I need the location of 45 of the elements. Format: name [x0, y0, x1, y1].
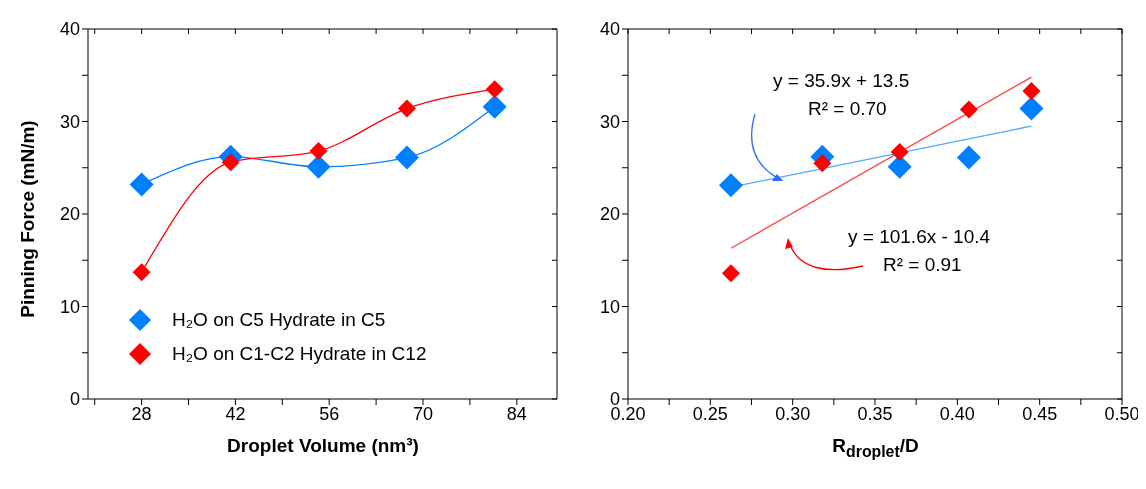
point — [1019, 96, 1044, 121]
x-tick-label: 56 — [319, 403, 340, 424]
x-tick-label: 28 — [131, 403, 152, 424]
point — [397, 99, 416, 118]
x-tick-label: 0.40 — [939, 403, 975, 424]
x-tick-label: 0.45 — [1022, 403, 1058, 424]
y-tick-label: 30 — [599, 111, 620, 132]
x-axis-title: Droplet Volume (nm³) — [226, 435, 420, 457]
point — [482, 94, 507, 119]
annotation: R² = 0.91 — [883, 254, 962, 276]
point — [718, 173, 743, 198]
point — [394, 145, 419, 170]
annotation: R² = 0.70 — [808, 98, 887, 120]
x-tick-label: 0.35 — [857, 403, 893, 424]
y-tick-label: 30 — [59, 111, 80, 132]
point — [1022, 81, 1041, 100]
point — [959, 100, 978, 119]
point — [132, 263, 151, 282]
y-tick-label: 0 — [69, 389, 80, 410]
point — [721, 264, 740, 283]
annotation: y = 101.6x - 10.4 — [848, 226, 991, 248]
y-axis-title: Pinning Force (mN/m) — [17, 119, 39, 320]
x-tick-label: 0.25 — [692, 403, 728, 424]
point — [485, 80, 504, 99]
y-tick-label: 40 — [59, 19, 80, 40]
point — [221, 153, 240, 172]
legend-label: H₂O on C1-C2 Hydrate in C12 — [172, 343, 427, 365]
y-tick-label: 20 — [599, 204, 620, 225]
y-tick-label: 10 — [599, 296, 620, 317]
legend-label: H₂O on C5 Hydrate in C5 — [172, 309, 386, 331]
x-tick-label: 84 — [506, 403, 527, 424]
y-tick-label: 40 — [599, 19, 620, 40]
x-tick-label: 70 — [412, 403, 434, 424]
x-axis-title: R$_{droplet}$/D — [831, 435, 920, 461]
point — [813, 154, 832, 173]
x-tick-label: 42 — [225, 403, 246, 424]
point — [309, 142, 328, 161]
annotation: y = 35.9x + 13.5 — [773, 70, 910, 92]
y-tick-label: 20 — [59, 204, 80, 225]
point — [129, 172, 154, 197]
y-tick-label: 10 — [59, 296, 80, 317]
point — [890, 143, 909, 162]
x-tick-label: 0.30 — [775, 403, 811, 424]
point — [956, 145, 981, 170]
x-tick-label: 0.50 — [1104, 403, 1140, 424]
